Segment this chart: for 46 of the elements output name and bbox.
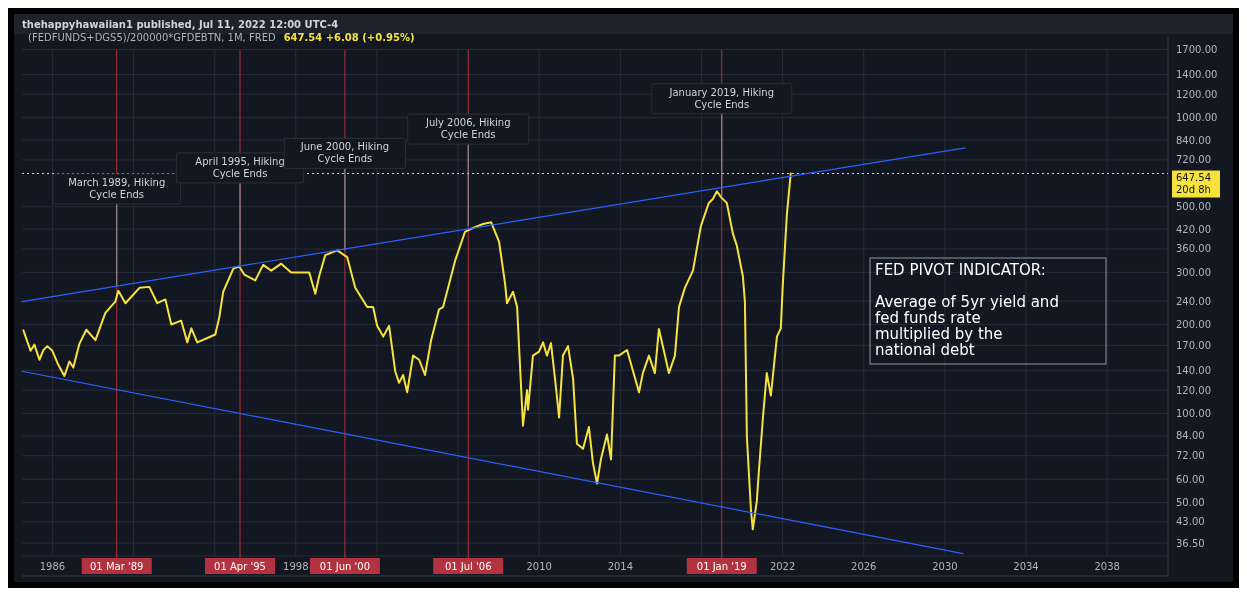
annotation: June 2000, Hiking Cycle Ends [299,141,390,165]
y-tick-label: 120.00 [1176,384,1211,396]
x-tick-label: 2034 [1013,561,1039,572]
annotation: July 2006, Hiking Cycle Ends [424,117,511,141]
ref-line-label: 647.54 20d 8h [1176,171,1211,195]
annotation: March 1989, Hiking Cycle Ends [68,176,166,200]
annotation: January 2019, Hiking Cycle Ends [668,86,774,110]
y-tick-label: 500.00 [1176,201,1211,213]
y-tick-label: 36.50 [1176,537,1205,549]
y-tick-label: 170.00 [1176,339,1211,351]
y-tick-label: 72.00 [1176,450,1205,462]
y-tick-label: 200.00 [1176,318,1211,330]
y-tick-label: 1000.00 [1176,112,1218,124]
y-tick-label: 300.00 [1176,266,1211,278]
y-tick-label: 84.00 [1176,430,1205,442]
y-tick-label: 720.00 [1176,154,1211,166]
ref-line-label: 01 Apr '95 [214,561,266,572]
annotation: FED PIVOT INDICATOR: Average of 5yr yield and fed funds rate multiplied by the national debt [875,261,1059,359]
ref-line-label: 01 Jan '19 [696,561,747,572]
y-tick-label: 1200.00 [1176,88,1218,100]
ref-line-label: 01 Jul '06 [444,561,492,572]
y-tick-label: 60.00 [1176,473,1205,485]
y-tick-label: 140.00 [1176,364,1211,376]
x-tick-label: 2026 [851,561,877,572]
x-tick-label: 2014 [607,561,634,572]
y-tick-label: 50.00 [1176,497,1205,509]
annotation: April 1995, Hiking Cycle Ends [195,155,285,179]
y-tick-label: 360.00 [1176,243,1211,255]
y-tick-label: 840.00 [1176,134,1211,146]
y-tick-label: 43.00 [1176,516,1205,528]
x-tick-label: 2038 [1094,561,1120,572]
x-tick-label: 2022 [769,561,796,572]
ref-line-label: 01 Jun '00 [319,561,370,572]
x-tick-label: 2030 [932,561,958,572]
ref-line-label: 01 Mar '89 [90,561,144,572]
y-tick-label: 240.00 [1176,295,1211,307]
y-tick-label: 1400.00 [1176,68,1218,80]
chart-subtitle: thehappyhawaiian1 published, Jul 11, 2022 12:00 UTC-4 [22,19,339,30]
x-tick-label: 1986 [39,561,66,572]
y-tick-label: 420.00 [1176,223,1211,235]
x-tick-label: 2010 [526,561,552,572]
y-tick-label: 1700.00 [1176,44,1218,55]
chart-title: (FEDFUNDS+DGS5)/200000*GFDEBTN, 1M, FRED [28,32,276,43]
x-tick-label: 1998 [283,561,309,572]
text: 647.54 +6.08 (+0.95%) [283,32,415,43]
y-tick-label: 100.00 [1176,408,1211,420]
